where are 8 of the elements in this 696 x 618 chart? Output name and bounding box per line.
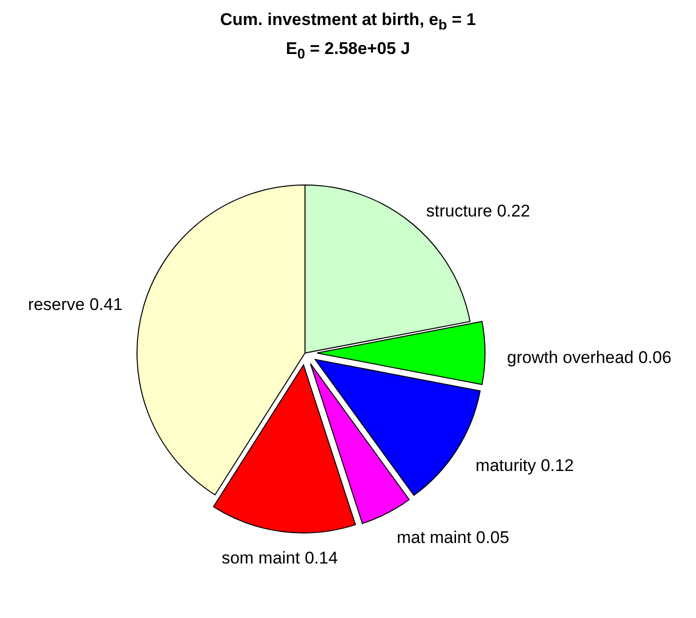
slice-label: maturity 0.12 — [476, 456, 574, 476]
slice-label: structure 0.22 — [426, 201, 530, 220]
slice-label: som maint 0.14 — [222, 548, 338, 568]
slice-label: mat maint 0.05 — [396, 528, 510, 547]
slice-label: reserve 0.41 — [28, 294, 123, 314]
slice-label: growth overhead 0.06 — [507, 348, 672, 367]
chart-title: Cum. investment at birth, e$_{b}$ = 1 — [219, 10, 477, 34]
chart-subtitle: E$_{0}$ = 2.58e+05 J — [284, 39, 412, 63]
